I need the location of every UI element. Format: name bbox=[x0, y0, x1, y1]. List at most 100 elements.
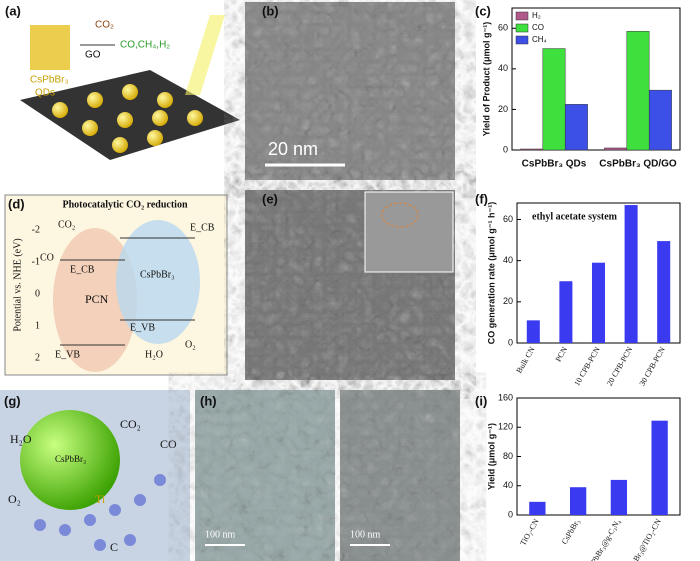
legend-label: CH₄ bbox=[532, 35, 547, 44]
legend-label: H₂ bbox=[532, 11, 541, 20]
tem-texture bbox=[245, 2, 455, 180]
legend-swatch bbox=[515, 35, 529, 45]
label: H₂O bbox=[10, 432, 32, 446]
label: GO bbox=[85, 50, 101, 61]
sphere bbox=[20, 410, 120, 510]
label: CsPbBr₃ bbox=[30, 75, 69, 86]
x-tick-label: 10 CPB-PCN bbox=[572, 345, 602, 387]
label: CO₂ bbox=[120, 417, 141, 431]
x-tick-label: PCN bbox=[554, 345, 570, 363]
bar bbox=[542, 48, 566, 151]
panel-label: (d) bbox=[8, 196, 25, 211]
tick-label: 2 bbox=[35, 352, 40, 363]
schematic-a bbox=[20, 15, 240, 160]
x-tick-label: Bulk CN bbox=[514, 345, 536, 375]
y-tick-label: 40 bbox=[498, 63, 508, 73]
bar bbox=[564, 104, 588, 151]
label: H₂O bbox=[145, 349, 163, 360]
y-tick-label: 20 bbox=[503, 296, 513, 306]
scale-label: 20 nm bbox=[268, 139, 318, 159]
y-tick-label: 0 bbox=[508, 509, 513, 519]
bar bbox=[604, 147, 628, 151]
bar bbox=[591, 262, 606, 343]
legend-swatch bbox=[515, 11, 529, 21]
x-tick-label: CsPbBr₃ QD/GO bbox=[599, 159, 677, 170]
label: O₂ bbox=[185, 339, 196, 350]
panel-label: (f) bbox=[475, 191, 488, 206]
tem-texture bbox=[195, 390, 460, 561]
legend-label: CO bbox=[532, 23, 544, 32]
tick-label: -1 bbox=[32, 256, 40, 267]
annotation: ethyl acetate system bbox=[532, 211, 618, 222]
y-tick-label: 20 bbox=[498, 104, 508, 114]
bar bbox=[626, 31, 650, 151]
tick-label: 0 bbox=[35, 288, 40, 299]
label: QDs bbox=[35, 88, 55, 99]
label: PCN bbox=[85, 292, 109, 306]
plot-frame bbox=[511, 7, 681, 151]
scale-label: 100 nm bbox=[205, 529, 236, 540]
bar bbox=[569, 487, 587, 515]
inset bbox=[364, 191, 454, 273]
x-tick-label: CsPbBr₃ QDs bbox=[522, 159, 587, 170]
legend-swatch bbox=[515, 23, 529, 33]
x-tick-label: TiO₂-CN bbox=[518, 517, 541, 547]
y-tick-label: 120 bbox=[498, 422, 513, 432]
x-tick-label: 30 CPB-PCN bbox=[638, 345, 668, 387]
bar bbox=[559, 281, 573, 343]
y-tick-label: 0 bbox=[503, 144, 508, 154]
label: CsPbBr₃ bbox=[140, 269, 175, 280]
label: O₂ bbox=[8, 492, 21, 506]
x-tick-label: CsPbBr₃@g-C₃N₄ bbox=[585, 517, 622, 561]
y-tick-label: 40 bbox=[503, 255, 513, 265]
label: CO,CH₄,H₂ bbox=[120, 40, 170, 51]
label: C bbox=[110, 540, 118, 554]
tick-label: -2 bbox=[32, 224, 40, 235]
label: E_CB bbox=[70, 264, 95, 275]
y-tick-label: 80 bbox=[503, 451, 513, 461]
panel-label: (i) bbox=[475, 393, 487, 408]
panel-label: (h) bbox=[200, 393, 217, 408]
scale-label: 100 nm bbox=[350, 529, 381, 540]
panel-label: (c) bbox=[475, 3, 491, 18]
label: CO bbox=[160, 437, 177, 451]
diagram-title: Photocatalytic CO₂ reduction bbox=[62, 199, 187, 210]
x-tick-label: CsPbBr₃@TiO₂-CN bbox=[623, 517, 663, 561]
y-tick-label: 40 bbox=[503, 480, 513, 490]
bar bbox=[520, 148, 544, 151]
bar bbox=[651, 420, 668, 515]
y-tick-label: 60 bbox=[498, 23, 508, 33]
bar bbox=[624, 205, 638, 343]
panel-label: (a) bbox=[5, 3, 21, 18]
bar bbox=[529, 501, 546, 515]
y-tick-label: 60 bbox=[503, 214, 513, 224]
cpb-ellipse bbox=[116, 220, 200, 344]
label: E_CB bbox=[190, 222, 215, 233]
x-tick-label: CsPbBr₃ bbox=[560, 517, 582, 546]
highlight bbox=[381, 202, 419, 228]
label: CO₂ bbox=[58, 219, 75, 230]
label: E_VB bbox=[55, 349, 80, 360]
x-tick-label: 20 CPB-PCN bbox=[605, 345, 635, 387]
bar bbox=[648, 89, 672, 151]
label: Ti bbox=[95, 492, 106, 506]
tick-label: 1 bbox=[35, 320, 40, 331]
bar bbox=[526, 320, 540, 343]
y-axis-label: CO generation rate (μmol g⁻¹ h⁻¹) bbox=[486, 202, 496, 345]
label: E_VB bbox=[130, 322, 155, 333]
y-tick-label: 160 bbox=[498, 392, 513, 402]
axis-label: Potential vs. NHE (eV) bbox=[12, 238, 23, 331]
label: CsPbBr₃ bbox=[55, 454, 86, 464]
panel-label: (e) bbox=[262, 191, 278, 206]
label: CO bbox=[40, 252, 54, 263]
pcn-ellipse bbox=[53, 228, 137, 372]
y-tick-label: 0 bbox=[508, 337, 513, 347]
y-axis-label: Yield of Product (μmol g⁻¹) bbox=[481, 22, 491, 136]
panel-label: (b) bbox=[262, 3, 279, 18]
y-axis-label: Yield (μmol g⁻¹) bbox=[486, 423, 496, 490]
bar bbox=[610, 479, 628, 515]
panel-label: (g) bbox=[4, 393, 21, 408]
bar bbox=[657, 241, 671, 343]
label: CO₂ bbox=[95, 20, 114, 31]
